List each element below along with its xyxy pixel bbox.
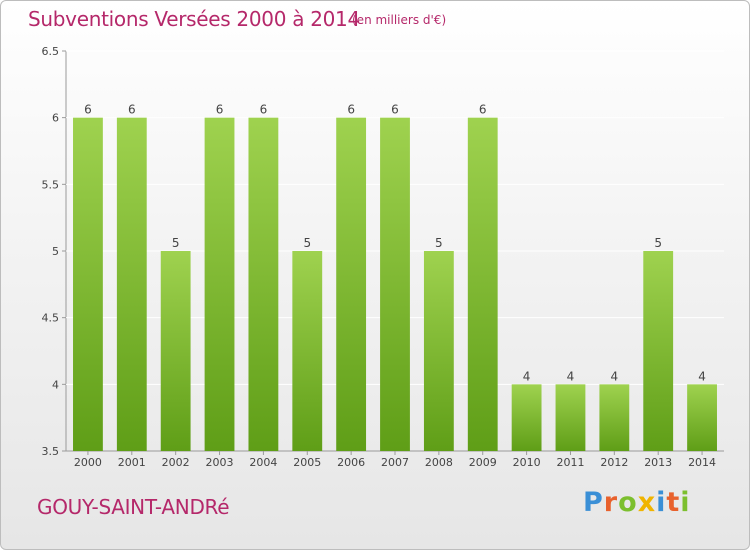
y-tick-label: 3.5 — [42, 445, 60, 458]
x-tick-label: 2006 — [337, 456, 365, 469]
bar-value-label: 5 — [172, 236, 180, 250]
bar-value-label: 4 — [698, 369, 706, 383]
bar — [73, 117, 103, 452]
logo-letter: r — [603, 487, 619, 518]
bar — [116, 117, 147, 452]
bar-value-label: 5 — [435, 236, 443, 250]
bar-value-label: 4 — [523, 369, 531, 383]
bar-value-label: 4 — [611, 369, 619, 383]
bar-value-label: 6 — [479, 103, 487, 117]
bar — [467, 117, 498, 452]
x-tick-label: 2014 — [688, 456, 716, 469]
proxiti-logo: Proxiti — [583, 487, 691, 518]
logo-letter: i — [680, 487, 691, 518]
y-tick-label: 5.5 — [42, 178, 60, 191]
x-tick-label: 2010 — [513, 456, 541, 469]
chart-title: Subventions Versées 2000 à 2014 — [28, 7, 360, 31]
logo-letter: P — [583, 487, 604, 518]
bar — [248, 117, 279, 452]
bar-value-label: 5 — [303, 236, 311, 250]
y-tick-label: 4 — [52, 378, 59, 391]
y-tick-label: 6.5 — [42, 45, 60, 58]
bar — [292, 251, 323, 451]
x-tick-label: 2004 — [249, 456, 277, 469]
x-tick-label: 2001 — [118, 456, 146, 469]
bar — [687, 384, 717, 451]
bar — [643, 251, 674, 451]
x-tick-label: 2013 — [644, 456, 672, 469]
x-tick-label: 2002 — [162, 456, 190, 469]
bar-value-label: 6 — [347, 103, 355, 117]
y-tick-label: 6 — [52, 112, 59, 125]
bar-value-label: 5 — [654, 236, 662, 250]
x-tick-label: 2005 — [293, 456, 321, 469]
chart-subtitle: (en milliers d'€) — [352, 13, 447, 27]
logo-letter: t — [666, 487, 681, 518]
x-tick-label: 2009 — [469, 456, 497, 469]
bar-value-label: 6 — [391, 103, 399, 117]
y-tick-label: 4.5 — [42, 312, 60, 325]
x-tick-label: 2008 — [425, 456, 453, 469]
bar — [380, 117, 410, 452]
commune-name: GOUY-SAINT-ANDRé — [37, 495, 230, 519]
logo-letter: o — [618, 487, 638, 518]
bar-value-label: 6 — [216, 103, 224, 117]
x-tick-label: 2007 — [381, 456, 409, 469]
x-tick-label: 2003 — [206, 456, 234, 469]
x-tick-label: 2000 — [74, 456, 102, 469]
bar-value-label: 6 — [128, 103, 136, 117]
y-tick-label: 5 — [52, 245, 59, 258]
bar-value-label: 6 — [84, 103, 92, 117]
bar-value-label: 4 — [567, 369, 575, 383]
x-tick-label: 2011 — [556, 456, 584, 469]
logo-letter: x — [637, 487, 657, 518]
bar — [511, 384, 542, 451]
bar-value-label: 6 — [260, 103, 268, 117]
x-tick-label: 2012 — [600, 456, 628, 469]
logo-letter: i — [656, 487, 667, 518]
bar — [599, 384, 630, 451]
bar — [423, 251, 454, 451]
bar — [336, 117, 367, 452]
bar — [555, 384, 586, 451]
bar — [160, 251, 191, 451]
bar — [204, 117, 235, 452]
